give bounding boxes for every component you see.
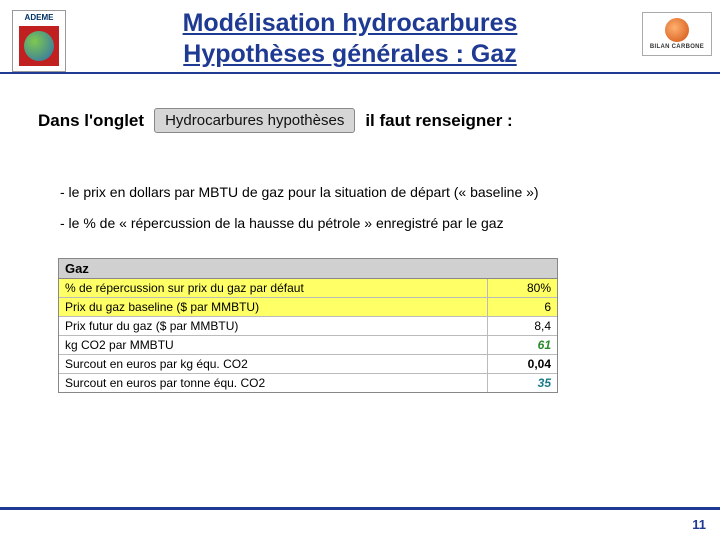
bullet-2: - le % de « répercussion de la hausse du…	[60, 213, 680, 234]
table-cell-value: 61	[487, 336, 557, 354]
table-row: Prix du gaz baseline ($ par MMBTU)6	[59, 298, 557, 317]
page-number: 11	[692, 517, 706, 532]
ademe-logo-text: ADEME	[25, 13, 54, 22]
header-divider	[0, 72, 720, 74]
globe-icon	[19, 26, 59, 66]
bilan-logo-text: BILAN CARBONE	[650, 44, 704, 50]
table-cell-label: % de répercussion sur prix du gaz par dé…	[59, 279, 487, 297]
table-body: % de répercussion sur prix du gaz par dé…	[59, 279, 557, 392]
table-row: % de répercussion sur prix du gaz par dé…	[59, 279, 557, 298]
table-cell-value: 6	[487, 298, 557, 316]
bullet-list: - le prix en dollars par MBTU de gaz pou…	[60, 182, 680, 244]
gaz-table: Gaz % de répercussion sur prix du gaz pa…	[58, 258, 558, 393]
table-cell-value: 35	[487, 374, 557, 392]
table-cell-value: 80%	[487, 279, 557, 297]
title-line-1: Modélisation hydrocarbures	[183, 9, 518, 37]
intro-prefix: Dans l'onglet	[38, 111, 144, 131]
table-cell-value: 8,4	[487, 317, 557, 335]
intro-suffix: il faut renseigner :	[365, 111, 512, 131]
sphere-icon	[665, 18, 689, 42]
table-cell-label: kg CO2 par MMBTU	[59, 336, 487, 354]
table-row: kg CO2 par MMBTU61	[59, 336, 557, 355]
table-cell-value: 0,04	[487, 355, 557, 373]
table-row: Surcout en euros par kg équ. CO20,04	[59, 355, 557, 374]
table-cell-label: Surcout en euros par kg équ. CO2	[59, 355, 487, 373]
bilan-carbone-logo: BILAN CARBONE	[642, 12, 712, 56]
table-cell-label: Prix futur du gaz ($ par MMBTU)	[59, 317, 487, 335]
bullet-1: - le prix en dollars par MBTU de gaz pou…	[60, 182, 680, 203]
table-cell-label: Surcout en euros par tonne équ. CO2	[59, 374, 487, 392]
footer-divider	[0, 507, 720, 510]
slide-title: Modélisation hydrocarbures Hypothèses gé…	[80, 8, 620, 71]
title-line-2: Hypothèses générales : Gaz	[183, 40, 516, 68]
slide: ADEME BILAN CARBONE Modélisation hydroca…	[0, 0, 720, 540]
intro-line: Dans l'onglet Hydrocarbures hypothèses i…	[38, 108, 688, 133]
globe-icon-inner	[24, 31, 54, 61]
table-cell-label: Prix du gaz baseline ($ par MMBTU)	[59, 298, 487, 316]
tab-chip: Hydrocarbures hypothèses	[154, 108, 355, 133]
table-row: Surcout en euros par tonne équ. CO235	[59, 374, 557, 392]
table-header: Gaz	[59, 259, 557, 279]
table-row: Prix futur du gaz ($ par MMBTU)8,4	[59, 317, 557, 336]
ademe-logo: ADEME	[12, 10, 66, 72]
